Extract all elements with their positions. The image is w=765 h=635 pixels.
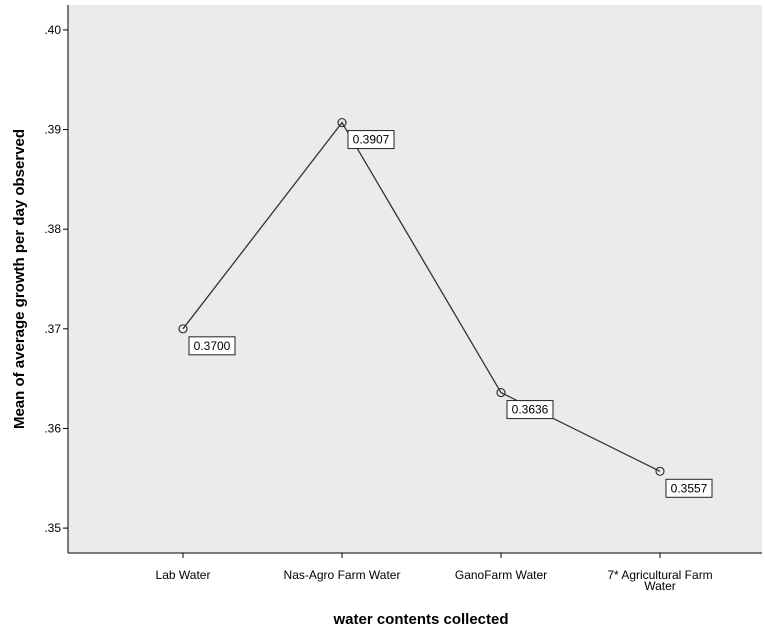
data-point-marker xyxy=(337,117,347,128)
data-point-marker xyxy=(178,324,188,334)
y-tick-label: .37 xyxy=(44,322,61,336)
data-label: 0.3557 xyxy=(671,481,708,495)
data-label-box xyxy=(188,336,236,356)
series-line xyxy=(182,121,661,472)
x-axis-title: water contents collected xyxy=(332,611,508,628)
x-tick-label: GanoFarm Water xyxy=(455,568,547,582)
data-label: 0.3700 xyxy=(194,339,231,353)
x-tick-label: 7* Agricultural Farm xyxy=(607,568,712,582)
data-label: 0.3907 xyxy=(353,133,390,147)
y-tick-label: .39 xyxy=(44,123,61,137)
x-tick-label: Water xyxy=(644,579,676,593)
data-point-marker xyxy=(655,466,665,476)
y-axis-title: Mean of average growth per day observed xyxy=(11,129,28,429)
data-labels: 0.3700 0.3907 0.3636 0.3557 xyxy=(188,130,713,498)
y-tick-label: .35 xyxy=(44,521,61,535)
y-tick-label: .38 xyxy=(44,222,61,236)
data-points xyxy=(178,117,665,476)
plot-area xyxy=(68,5,762,553)
data-label-box xyxy=(506,400,554,420)
data-label-box xyxy=(665,478,713,498)
y-axis-ticks: .35 .36 .37 .38 .39 .40 xyxy=(44,23,68,535)
data-label: 0.3636 xyxy=(512,403,549,417)
y-tick-label: .40 xyxy=(44,23,61,37)
x-tick-label: Nas-Agro Farm Water xyxy=(284,568,401,582)
x-tick-label: Lab Water xyxy=(156,568,211,582)
y-tick-label: .36 xyxy=(44,421,61,435)
x-axis-ticks: Lab Water Nas-Agro Farm Water GanoFarm Wat… xyxy=(156,553,713,593)
data-point-marker xyxy=(496,387,506,398)
series-line-group xyxy=(182,121,661,472)
data-label-box xyxy=(347,130,395,150)
